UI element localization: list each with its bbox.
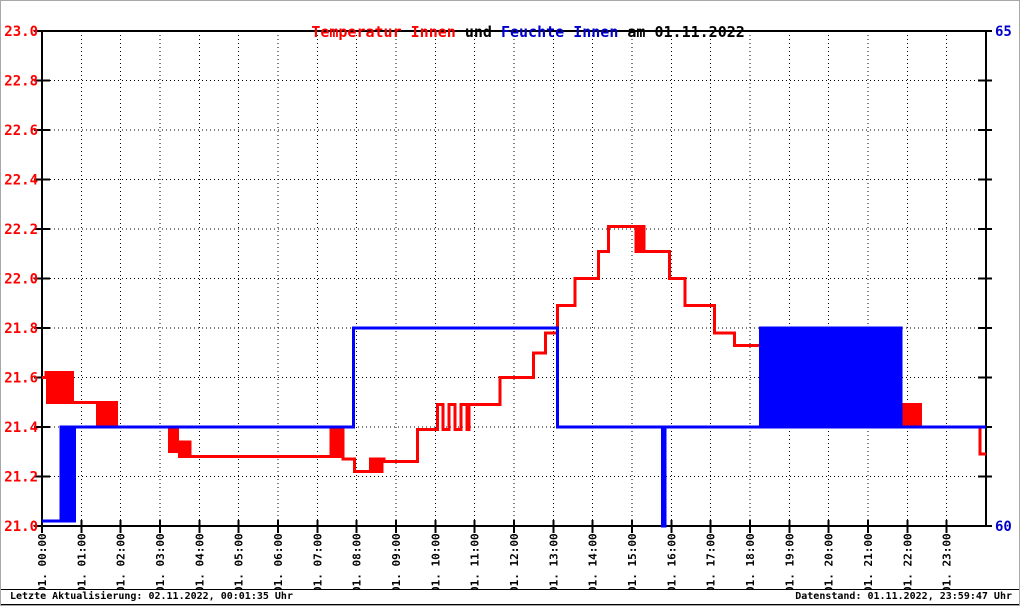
svg-text:21.2: 21.2 bbox=[4, 470, 38, 486]
chart-title-date: am 01.11.2022 bbox=[618, 23, 745, 41]
svg-text:01. 23:00: 01. 23:00 bbox=[941, 533, 954, 590]
chart-title-humidity: Feuchte Innen bbox=[500, 23, 619, 41]
svg-text:01. 22:00: 01. 22:00 bbox=[901, 533, 914, 590]
svg-text:01. 16:00: 01. 16:00 bbox=[665, 533, 678, 590]
svg-text:01. 00:00: 01. 00:00 bbox=[36, 533, 49, 590]
svg-text:01. 07:00: 01. 07:00 bbox=[311, 533, 324, 590]
svg-text:01. 10:00: 01. 10:00 bbox=[429, 533, 442, 590]
last-update-text: Letzte Aktualisierung: 02.11.2022, 00:01… bbox=[10, 591, 293, 602]
svg-text:01. 12:00: 01. 12:00 bbox=[508, 533, 521, 590]
axes bbox=[34, 30, 992, 533]
svg-text:01. 18:00: 01. 18:00 bbox=[744, 533, 757, 590]
svg-text:01. 04:00: 01. 04:00 bbox=[193, 533, 206, 590]
svg-text:22.6: 22.6 bbox=[4, 123, 38, 139]
svg-text:01. 14:00: 01. 14:00 bbox=[587, 533, 600, 590]
status-bar: Letzte Aktualisierung: 02.11.2022, 00:01… bbox=[1, 589, 1019, 605]
chart-title-temperature: Temperatur Innen bbox=[311, 23, 456, 41]
svg-text:01. 03:00: 01. 03:00 bbox=[154, 533, 167, 590]
svg-text:01. 20:00: 01. 20:00 bbox=[823, 533, 836, 590]
svg-text:60: 60 bbox=[995, 519, 1012, 535]
svg-text:23.0: 23.0 bbox=[4, 24, 38, 40]
svg-text:01. 13:00: 01. 13:00 bbox=[547, 533, 560, 590]
svg-text:01. 08:00: 01. 08:00 bbox=[351, 533, 364, 590]
svg-text:01. 09:00: 01. 09:00 bbox=[390, 533, 403, 590]
chart-title-und: und bbox=[455, 23, 501, 41]
data-state-text: Datenstand: 01.11.2022, 23:59:47 Uhr bbox=[795, 591, 1012, 602]
series bbox=[42, 225, 986, 528]
chart-title: Temperatur Innen und Feuchte Innen am 01… bbox=[1, 5, 1019, 59]
svg-text:21.0: 21.0 bbox=[4, 519, 38, 535]
svg-text:01. 01:00: 01. 01:00 bbox=[75, 533, 88, 590]
svg-text:22.0: 22.0 bbox=[4, 272, 38, 288]
temperature-humidity-chart: 21.0 21.2 21.4 21.6 21.8 22.0 22.2 22.4 22.6 22.8… bbox=[4, 24, 1012, 590]
svg-text:22.2: 22.2 bbox=[4, 222, 38, 238]
svg-text:01. 19:00: 01. 19:00 bbox=[783, 533, 796, 590]
svg-text:22.4: 22.4 bbox=[4, 173, 38, 189]
svg-text:01. 11:00: 01. 11:00 bbox=[469, 533, 482, 590]
svg-text:01. 15:00: 01. 15:00 bbox=[626, 533, 639, 590]
svg-text:01. 05:00: 01. 05:00 bbox=[233, 533, 246, 590]
svg-text:21.8: 21.8 bbox=[4, 321, 38, 337]
series-feuchte-innen bbox=[42, 326, 986, 528]
svg-text:01. 02:00: 01. 02:00 bbox=[115, 533, 128, 590]
svg-text:21.6: 21.6 bbox=[4, 371, 38, 387]
svg-text:01. 06:00: 01. 06:00 bbox=[272, 533, 285, 590]
svg-text:65: 65 bbox=[995, 24, 1012, 40]
svg-text:01. 21:00: 01. 21:00 bbox=[862, 533, 875, 590]
svg-text:01. 17:00: 01. 17:00 bbox=[705, 533, 718, 590]
svg-text:21.4: 21.4 bbox=[4, 420, 38, 436]
axis-labels: 21.0 21.2 21.4 21.6 21.8 22.0 22.2 22.4 22.6 22.8… bbox=[4, 24, 1012, 590]
svg-text:22.8: 22.8 bbox=[4, 74, 38, 90]
